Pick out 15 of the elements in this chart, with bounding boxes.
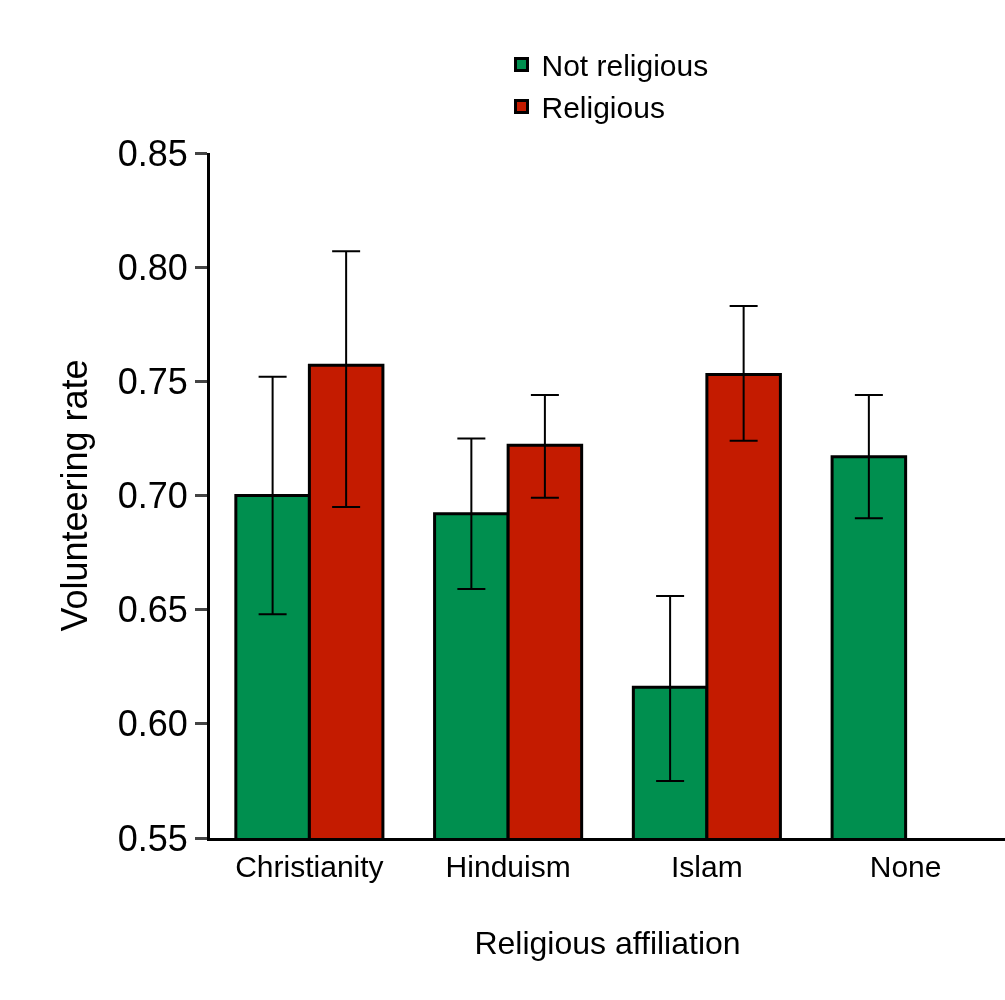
legend-label: Not religious (541, 49, 709, 83)
y-tick-label: 0.85 (117, 132, 188, 174)
y-tick-label: 0.75 (117, 360, 188, 402)
x-tick-label: Hinduism (445, 850, 571, 883)
legend-label: Religious (541, 91, 665, 125)
y-tick-label: 0.65 (117, 589, 188, 631)
x-tick-label: None (869, 850, 942, 883)
x-tick-label: Christianity (235, 850, 384, 883)
y-tick-label: 0.80 (117, 246, 188, 288)
y-axis-title: Volunteering rate (53, 359, 95, 632)
x-tick-label: Islam (671, 850, 743, 883)
x-axis-title: Religious affiliation (474, 924, 741, 961)
y-tick-label: 0.60 (117, 703, 188, 745)
y-tick-label: 0.55 (117, 817, 188, 859)
y-tick-label: 0.70 (117, 475, 188, 517)
